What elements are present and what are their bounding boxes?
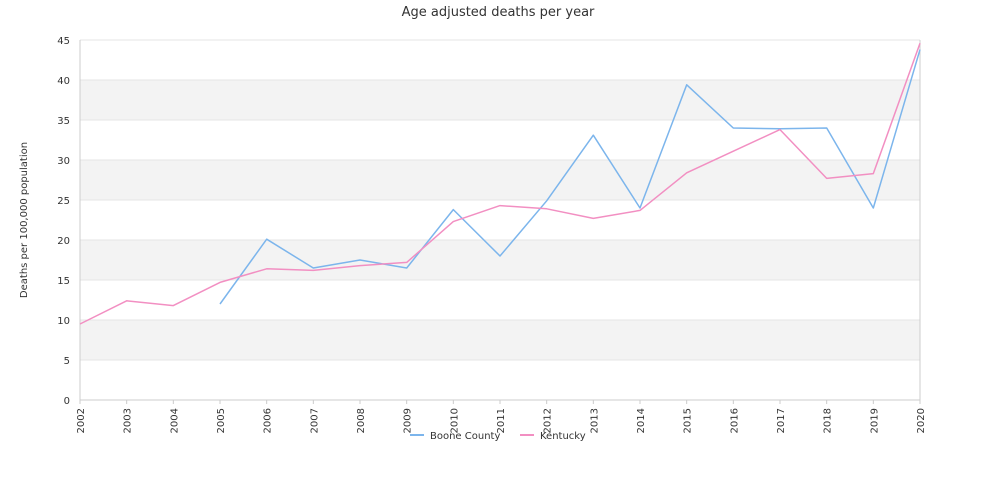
x-tick-label: 2005: [216, 408, 227, 433]
y-tick-label: 5: [64, 356, 70, 367]
y-tick-label: 10: [57, 316, 70, 327]
x-tick-label: 2019: [869, 408, 880, 433]
x-tick-label: 2020: [916, 408, 927, 433]
grid-band: [80, 320, 920, 360]
x-tick-label: 2008: [356, 408, 367, 433]
grid-lines: [80, 39, 920, 401]
y-tick-label: 30: [57, 156, 70, 167]
y-tick-label: 35: [57, 116, 70, 127]
x-tick-label: 2016: [729, 408, 740, 433]
series-lines: [79, 42, 921, 325]
x-axis-ticks: 2002 2003 2004 2005 2006 2007 2008 2009 2010 2011…: [76, 400, 927, 433]
grid-band: [80, 240, 920, 280]
y-axis-ticks: 0 5 10 15 20 25 30 35 40 45: [57, 36, 70, 407]
x-tick-label: 2003: [123, 408, 134, 433]
x-tick-label: 2017: [776, 408, 787, 433]
x-tick-label: 2006: [263, 408, 274, 433]
y-axis-label: Deaths per 100,000 population: [19, 142, 30, 298]
x-tick-label: 2004: [169, 408, 180, 433]
legend-label: Kentucky: [540, 431, 586, 442]
y-tick-label: 40: [57, 76, 70, 87]
legend-item-boone-county[interactable]: Boone County: [410, 431, 500, 442]
x-tick-label: 2002: [76, 408, 87, 433]
grid-band: [80, 80, 920, 120]
legend[interactable]: Boone County Kentucky: [410, 431, 586, 442]
series-line-boone-county: [219, 49, 921, 305]
x-tick-label: 2007: [309, 408, 320, 433]
x-tick-label: 2013: [589, 408, 600, 433]
chart-title: Age adjusted deaths per year: [402, 5, 595, 20]
x-tick-label: 2010: [449, 408, 460, 433]
legend-item-kentucky[interactable]: Kentucky: [520, 431, 586, 442]
grid-band: [80, 160, 920, 200]
series-line-kentucky: [79, 42, 921, 325]
x-tick-label: 2009: [403, 408, 414, 433]
legend-label: Boone County: [430, 431, 500, 442]
x-tick-label: 2011: [496, 408, 507, 433]
x-tick-label: 2015: [683, 408, 694, 433]
y-tick-label: 45: [57, 36, 70, 47]
y-tick-label: 15: [57, 276, 70, 287]
y-tick-label: 20: [57, 236, 70, 247]
x-tick-label: 2012: [543, 408, 554, 433]
x-tick-label: 2014: [636, 408, 647, 433]
grid-bands: [80, 80, 920, 360]
x-tick-label: 2018: [823, 408, 834, 433]
y-tick-label: 0: [64, 396, 70, 407]
y-tick-label: 25: [57, 196, 70, 207]
